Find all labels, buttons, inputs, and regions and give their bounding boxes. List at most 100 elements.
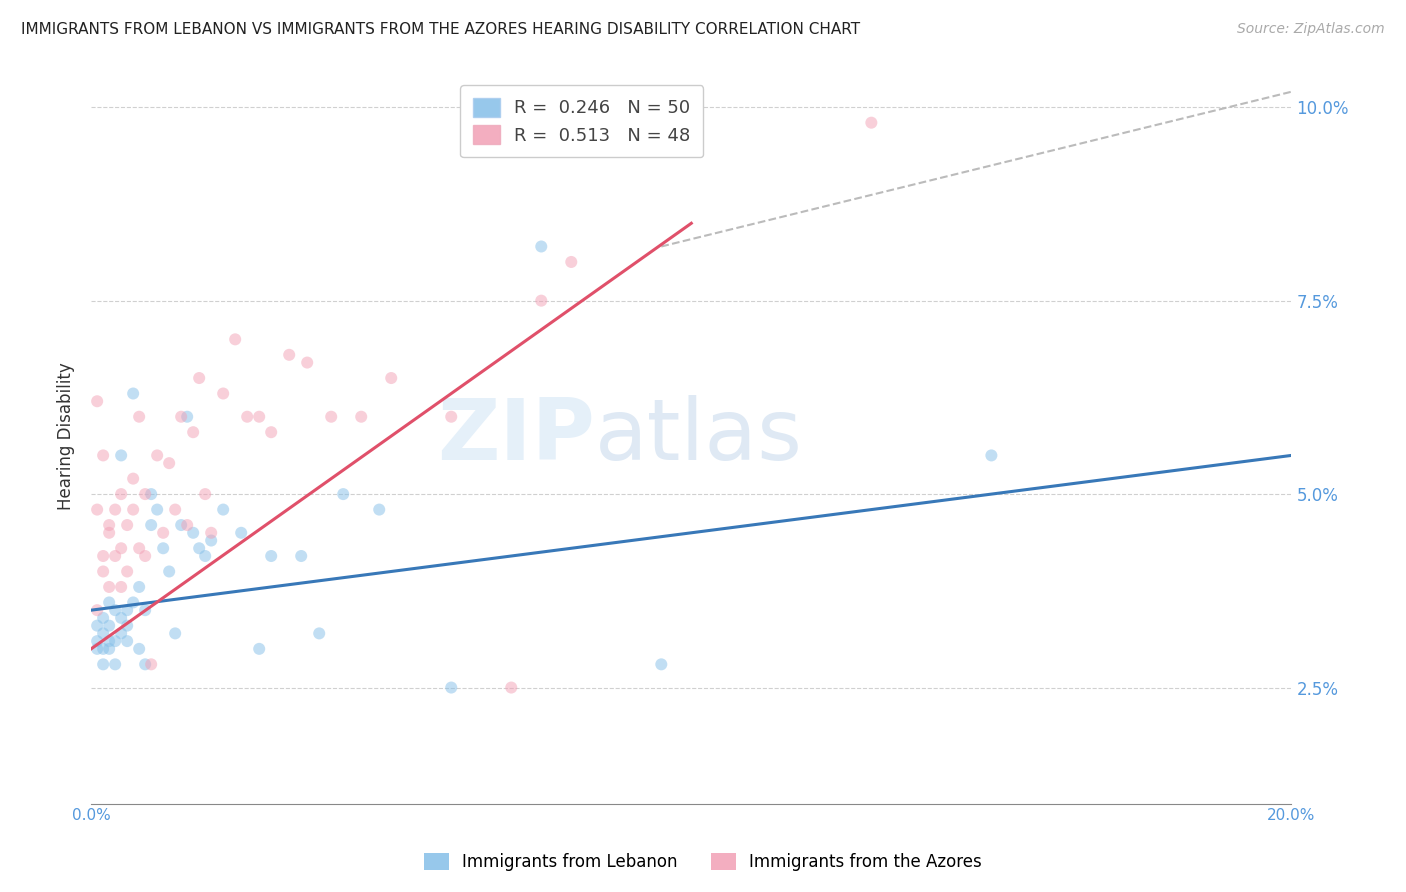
Y-axis label: Hearing Disability: Hearing Disability — [58, 362, 75, 510]
Point — [128, 580, 150, 594]
Point — [122, 502, 145, 516]
Point — [200, 525, 222, 540]
Point — [110, 541, 132, 556]
Point — [236, 409, 259, 424]
Point — [128, 409, 150, 424]
Point — [146, 449, 169, 463]
Point — [440, 681, 463, 695]
Text: Source: ZipAtlas.com: Source: ZipAtlas.com — [1237, 22, 1385, 37]
Point — [141, 518, 163, 533]
Point — [176, 409, 198, 424]
Point — [122, 386, 145, 401]
Point — [91, 611, 114, 625]
Point — [181, 425, 204, 440]
Point — [181, 525, 204, 540]
Text: IMMIGRANTS FROM LEBANON VS IMMIGRANTS FROM THE AZORES HEARING DISABILITY CORRELA: IMMIGRANTS FROM LEBANON VS IMMIGRANTS FR… — [21, 22, 860, 37]
Point — [188, 541, 211, 556]
Point — [141, 487, 163, 501]
Point — [188, 371, 211, 385]
Text: atlas: atlas — [595, 394, 803, 477]
Point — [141, 657, 163, 672]
Point — [224, 332, 246, 346]
Point — [98, 580, 121, 594]
Point — [98, 641, 121, 656]
Point — [98, 634, 121, 648]
Point — [308, 626, 330, 640]
Point — [260, 549, 283, 563]
Point — [91, 565, 114, 579]
Point — [332, 487, 354, 501]
Point — [91, 549, 114, 563]
Point — [321, 409, 343, 424]
Point — [86, 641, 108, 656]
Point — [165, 626, 187, 640]
Point — [86, 603, 108, 617]
Point — [104, 502, 127, 516]
Point — [152, 541, 174, 556]
Point — [134, 603, 156, 617]
Point — [350, 409, 373, 424]
Point — [86, 394, 108, 409]
Point — [176, 518, 198, 533]
Legend: R =  0.246   N = 50, R =  0.513   N = 48: R = 0.246 N = 50, R = 0.513 N = 48 — [460, 85, 703, 157]
Point — [98, 595, 121, 609]
Point — [110, 611, 132, 625]
Point — [98, 525, 121, 540]
Point — [200, 533, 222, 548]
Text: ZIP: ZIP — [437, 394, 595, 477]
Point — [380, 371, 402, 385]
Point — [122, 595, 145, 609]
Point — [110, 580, 132, 594]
Point — [247, 409, 270, 424]
Point — [501, 681, 523, 695]
Point — [115, 634, 138, 648]
Point — [134, 487, 156, 501]
Point — [152, 525, 174, 540]
Point — [86, 618, 108, 632]
Point — [860, 116, 883, 130]
Point — [980, 449, 1002, 463]
Legend: Immigrants from Lebanon, Immigrants from the Azores: Immigrants from Lebanon, Immigrants from… — [416, 845, 990, 880]
Point — [91, 657, 114, 672]
Point — [86, 502, 108, 516]
Point — [170, 409, 193, 424]
Point — [110, 626, 132, 640]
Point — [104, 657, 127, 672]
Point — [146, 502, 169, 516]
Point — [115, 618, 138, 632]
Point — [530, 239, 553, 253]
Point — [440, 409, 463, 424]
Point — [128, 641, 150, 656]
Point — [231, 525, 253, 540]
Point — [170, 518, 193, 533]
Point — [134, 657, 156, 672]
Point — [110, 449, 132, 463]
Point — [91, 626, 114, 640]
Point — [194, 549, 217, 563]
Point — [212, 502, 235, 516]
Point — [290, 549, 312, 563]
Point — [157, 456, 180, 470]
Point — [98, 518, 121, 533]
Point — [212, 386, 235, 401]
Point — [278, 348, 301, 362]
Point — [165, 502, 187, 516]
Point — [104, 603, 127, 617]
Point — [530, 293, 553, 308]
Point — [650, 657, 672, 672]
Point — [295, 355, 318, 369]
Point — [128, 541, 150, 556]
Point — [91, 641, 114, 656]
Point — [260, 425, 283, 440]
Point — [560, 255, 582, 269]
Point — [134, 549, 156, 563]
Point — [115, 565, 138, 579]
Point — [115, 518, 138, 533]
Point — [122, 472, 145, 486]
Point — [104, 634, 127, 648]
Point — [247, 641, 270, 656]
Point — [91, 449, 114, 463]
Point — [98, 618, 121, 632]
Point — [157, 565, 180, 579]
Point — [115, 603, 138, 617]
